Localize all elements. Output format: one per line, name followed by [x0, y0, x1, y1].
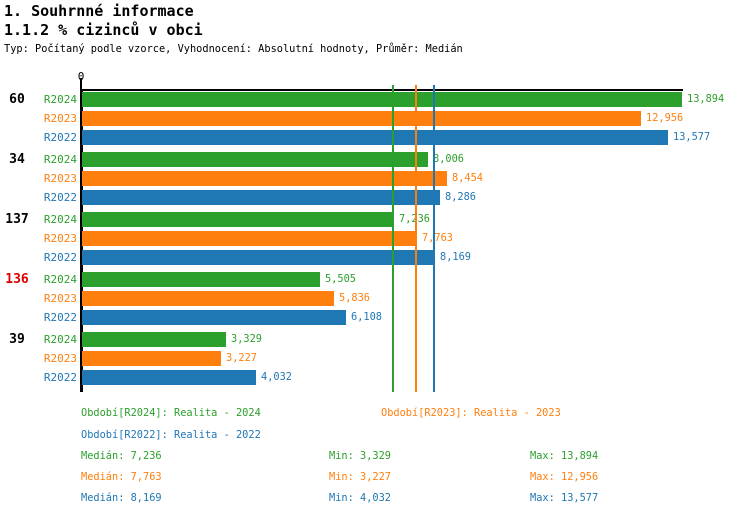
y-axis-line: [80, 89, 83, 392]
series-label: R2024: [43, 153, 77, 166]
bar-r2022: [82, 190, 440, 205]
bar-r2023: [82, 171, 447, 186]
report-indicator-title: 1.1.2 % cizinců v obci: [4, 21, 203, 39]
bar-r2022: [82, 250, 435, 265]
series-label: R2024: [43, 93, 77, 106]
stat-median-r2024: Medián: 7,236: [81, 450, 162, 462]
bar-value-label: 5,836: [339, 292, 370, 304]
bar-r2024: [82, 332, 226, 347]
legend-item-r2022: Období[R2022]: Realita - 2022: [81, 429, 261, 441]
bar-r2022: [82, 130, 668, 145]
bar-value-label: 8,286: [445, 191, 476, 203]
stat-max-r2023: Max: 12,956: [530, 471, 599, 483]
stat-median-r2023: Medián: 7,763: [81, 471, 162, 483]
series-label: R2023: [43, 112, 77, 125]
median-line-r2022: [433, 85, 435, 392]
bar-r2023: [82, 231, 417, 246]
stat-max-r2022: Max: 13,577: [530, 492, 599, 504]
axis-zero-tick: [80, 78, 82, 89]
x-axis-line: [80, 89, 683, 91]
series-label: R2023: [43, 232, 77, 245]
report-section-title: 1. Souhrnné informace: [4, 2, 194, 20]
category-label: 137: [5, 212, 29, 227]
bar-value-label: 13,577: [673, 131, 711, 143]
series-label: R2022: [43, 251, 77, 264]
bar-value-label: 7,763: [422, 232, 453, 244]
bar-value-label: 3,329: [231, 333, 262, 345]
series-label: R2023: [43, 172, 77, 185]
series-label: R2024: [43, 213, 77, 226]
bar-r2024: [82, 272, 320, 287]
axis-zero-label: 0: [77, 70, 85, 83]
series-label: R2022: [43, 371, 77, 384]
category-label: 60: [9, 92, 25, 107]
category-label: 34: [9, 152, 25, 167]
legend-item-r2023: Období[R2023]: Realita - 2023: [381, 407, 561, 419]
series-label: R2022: [43, 131, 77, 144]
stat-median-r2022: Medián: 8,169: [81, 492, 162, 504]
bar-value-label: 8,169: [440, 251, 471, 263]
stat-min-r2023: Min: 3,227: [329, 471, 391, 483]
series-label: R2024: [43, 333, 77, 346]
bar-value-label: 12,956: [646, 112, 684, 124]
bar-value-label: 3,227: [226, 352, 257, 364]
bar-r2023: [82, 351, 221, 366]
stat-min-r2022: Min: 4,032: [329, 492, 391, 504]
bar-value-label: 8,454: [452, 172, 483, 184]
series-label: R2024: [43, 273, 77, 286]
series-label: R2022: [43, 311, 77, 324]
bar-r2024: [82, 92, 682, 107]
bar-value-label: 8,006: [433, 153, 464, 165]
series-label: R2023: [43, 352, 77, 365]
series-label: R2023: [43, 292, 77, 305]
series-label: R2022: [43, 191, 77, 204]
bar-r2023: [82, 291, 334, 306]
stat-min-r2024: Min: 3,329: [329, 450, 391, 462]
bar-value-label: 6,108: [351, 311, 382, 323]
category-label: 39: [9, 332, 25, 347]
bar-value-label: 7,236: [399, 212, 430, 227]
bar-value-label: 4,032: [261, 371, 292, 383]
category-label: 136: [5, 272, 29, 287]
median-line-r2024: [392, 85, 394, 392]
legend-item-r2024: Období[R2024]: Realita - 2024: [81, 407, 261, 419]
bar-value-label: 13,894: [687, 93, 725, 105]
report-meta-line: Typ: Počítaný podle vzorce, Vyhodnocení:…: [4, 43, 463, 55]
stat-max-r2024: Max: 13,894: [530, 450, 599, 462]
bar-r2022: [82, 370, 256, 385]
bar-r2023: [82, 111, 641, 126]
bar-r2022: [82, 310, 346, 325]
bar-value-label: 5,505: [325, 273, 356, 285]
bar-r2024: [82, 212, 394, 227]
bar-r2024: [82, 152, 428, 167]
median-line-r2023: [415, 85, 417, 392]
